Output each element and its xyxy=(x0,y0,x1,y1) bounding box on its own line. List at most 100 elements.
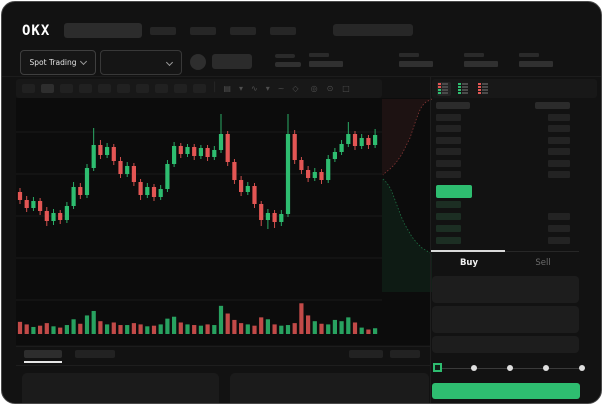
candlestick-chart xyxy=(16,114,382,334)
interval-button[interactable] xyxy=(136,84,149,93)
ask-price-bar[interactable] xyxy=(436,159,461,167)
icon-row xyxy=(458,92,470,94)
icon-row xyxy=(438,92,450,94)
slider-step-dot[interactable] xyxy=(579,365,585,371)
candle-body xyxy=(359,138,364,146)
ask-amount-bar[interactable] xyxy=(548,114,570,121)
camera-icon[interactable]: ◎ xyxy=(310,83,318,93)
ask-price-bar[interactable] xyxy=(436,136,461,144)
indicators-icon[interactable]: ∿ xyxy=(251,83,258,93)
ask-amount-bar[interactable] xyxy=(548,159,570,167)
nav-item[interactable] xyxy=(230,27,256,35)
candle-body xyxy=(78,187,83,195)
ask-amount-bar[interactable] xyxy=(548,148,570,156)
interval-button[interactable] xyxy=(193,84,206,93)
ask-price-bar[interactable] xyxy=(436,114,461,121)
nav-item[interactable] xyxy=(190,27,216,35)
candle-body xyxy=(225,134,230,162)
volume-bar xyxy=(64,325,69,334)
tab-buy[interactable]: Buy xyxy=(459,258,479,268)
bottom-action-pill[interactable] xyxy=(390,350,420,358)
candle-body xyxy=(352,134,358,146)
orderbook-combined-icon[interactable] xyxy=(437,81,451,96)
slider-step-dot[interactable] xyxy=(543,365,549,371)
chevron-down-icon[interactable]: ▾ xyxy=(265,83,270,93)
search-input[interactable] xyxy=(64,23,142,38)
drawing-tools-icon[interactable]: ◇ xyxy=(292,83,299,93)
divider: │ xyxy=(212,83,218,93)
volume-bar xyxy=(38,325,43,334)
candle-body xyxy=(31,201,36,208)
pair-selector[interactable] xyxy=(100,50,182,75)
nav-item[interactable] xyxy=(270,27,296,35)
bid-price-bar[interactable] xyxy=(436,213,461,220)
interval-button[interactable] xyxy=(60,84,73,93)
okx-logo[interactable]: OKX xyxy=(22,23,51,39)
chevron-down-icon[interactable]: ▾ xyxy=(238,83,243,93)
volume-bar xyxy=(306,315,311,334)
bottom-tab-indicator xyxy=(24,361,62,363)
bid-amount-bar[interactable] xyxy=(548,225,570,232)
last-price-bar[interactable] xyxy=(436,185,472,198)
interval-button[interactable] xyxy=(98,84,111,93)
stat-value-bar xyxy=(275,62,301,67)
candle-body xyxy=(178,146,183,154)
candle-type-icon[interactable]: ▤ xyxy=(223,83,231,93)
interval-button[interactable] xyxy=(155,84,168,93)
bid-price-bar[interactable] xyxy=(436,237,461,244)
bid-price-bar[interactable] xyxy=(436,201,461,208)
icon-row xyxy=(438,86,450,88)
candle-body xyxy=(51,213,56,221)
volume-bar xyxy=(366,329,371,334)
bottom-tab-history[interactable] xyxy=(75,350,115,358)
fullscreen-icon[interactable]: □ xyxy=(342,83,350,93)
slider-step-dot[interactable] xyxy=(507,365,513,371)
line-style-icon[interactable]: ~ xyxy=(277,83,285,93)
ask-amount-bar[interactable] xyxy=(548,136,570,144)
orderbook-amount-header-bar xyxy=(535,102,570,109)
stat-label-bar xyxy=(275,54,295,58)
volume-bar xyxy=(125,325,130,334)
slider-step-dot[interactable] xyxy=(471,365,477,371)
bid-amount-bar[interactable] xyxy=(548,213,570,220)
order-input-field[interactable] xyxy=(432,306,579,333)
nav-wide-button[interactable] xyxy=(333,24,413,36)
orderbook-asks-icon[interactable] xyxy=(477,82,491,96)
market-type-selector[interactable]: Spot Trading xyxy=(20,50,96,75)
buy-submit-button[interactable] xyxy=(432,383,580,399)
ask-amount-bar[interactable] xyxy=(548,125,570,133)
interval-button[interactable] xyxy=(117,84,130,93)
orderbook-view-switcher xyxy=(437,81,491,96)
candle-body xyxy=(125,166,130,174)
orderbook-price-header-bar xyxy=(436,102,470,109)
interval-button[interactable] xyxy=(174,84,187,93)
ask-price-bar[interactable] xyxy=(436,171,461,178)
order-input-field[interactable] xyxy=(432,336,579,353)
ask-price-bar[interactable] xyxy=(436,148,461,156)
ask-amount-bar[interactable] xyxy=(548,171,570,178)
order-input-field[interactable] xyxy=(432,276,579,303)
volume-bar xyxy=(359,327,364,334)
slider-handle-active[interactable] xyxy=(433,363,442,372)
nav-item[interactable] xyxy=(150,27,176,35)
settings-icon[interactable]: ⊙ xyxy=(326,83,334,93)
interval-button[interactable] xyxy=(22,84,35,93)
interval-button[interactable] xyxy=(79,84,92,93)
chevron-down-icon xyxy=(165,58,174,67)
candle-body xyxy=(24,200,29,208)
bottom-action-pill[interactable] xyxy=(349,350,383,358)
tab-sell[interactable]: Sell xyxy=(535,258,551,268)
ask-price-bar[interactable] xyxy=(436,125,461,133)
bid-amount-bar[interactable] xyxy=(548,237,570,244)
candle-body xyxy=(192,147,197,156)
candle-body xyxy=(239,180,244,192)
volume-bar xyxy=(352,322,358,334)
orderbook-bids-icon[interactable] xyxy=(457,82,471,96)
bottom-tab-orders[interactable] xyxy=(24,350,62,358)
bid-price-bar[interactable] xyxy=(436,225,461,232)
candle-body xyxy=(299,160,304,170)
divider xyxy=(16,365,430,366)
interval-button[interactable] xyxy=(41,84,54,93)
candle-body xyxy=(265,213,270,220)
